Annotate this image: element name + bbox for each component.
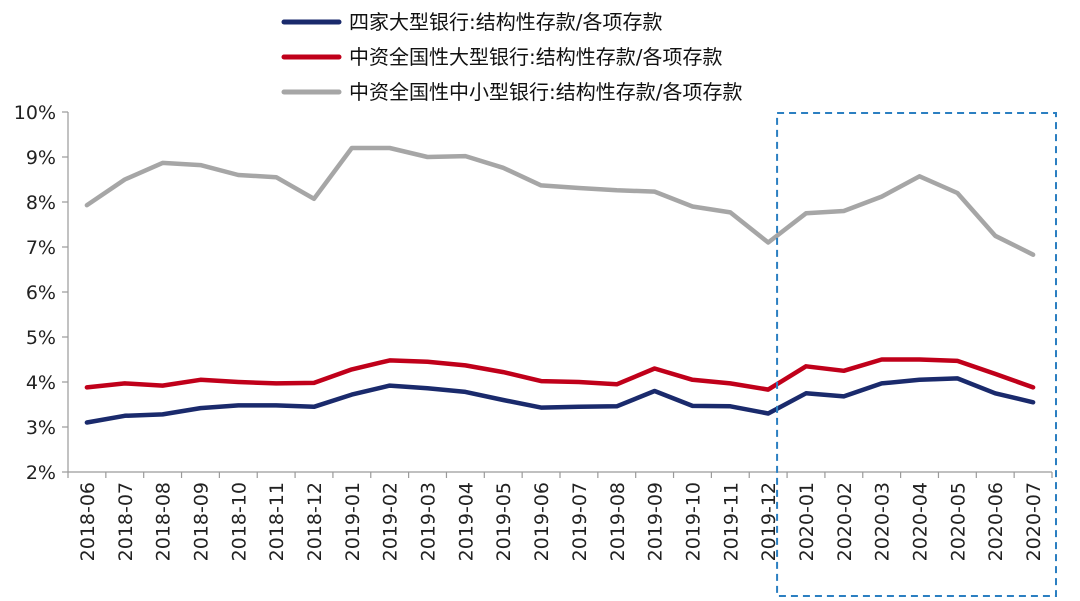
y-axis-ticks: 2% 3% 4% 5% 6% 7% 8% 9% 10% (14, 102, 68, 484)
x-tick-label: 2020-03 (872, 482, 894, 561)
x-tick-label: 2019-01 (342, 482, 364, 561)
axes (67, 112, 1052, 473)
legend-label: 中资全国性中小型银行:结构性存款/各项存款 (349, 80, 742, 104)
y-tick-label: 10% (14, 102, 56, 124)
legend-label: 中资全国性大型银行:结构性存款/各项存款 (349, 45, 722, 69)
x-tick-label: 2019-08 (607, 482, 629, 561)
x-tick-label: 2019-06 (531, 482, 553, 561)
x-tick-label: 2019-11 (720, 482, 742, 561)
y-tick-label: 3% (26, 417, 56, 439)
legend-label: 四家大型银行:结构性存款/各项存款 (349, 10, 662, 34)
x-tick-label: 2018-11 (266, 482, 288, 561)
x-tick-label: 2018-06 (77, 482, 99, 561)
x-tick-label: 2018-09 (190, 482, 212, 561)
x-tick-label: 2019-03 (418, 482, 440, 561)
y-tick-label: 4% (26, 372, 56, 394)
y-tick-label: 7% (26, 237, 56, 259)
x-tick-label: 2020-05 (947, 482, 969, 561)
series-line-2 (84, 357, 1036, 392)
x-tick-label: 2019-07 (569, 482, 591, 561)
series-line-1 (84, 376, 1036, 425)
series-line-3 (84, 145, 1036, 257)
x-axis-ticks: 2018-06 2018-07 2018-08 2018-09 2018-10 2018-… (67, 472, 1053, 561)
x-tick-label: 2019-10 (682, 482, 704, 561)
y-tick-label: 5% (26, 327, 56, 349)
legend: 四家大型银行:结构性存款/各项存款中资全国性大型银行:结构性存款/各项存款中资全… (281, 10, 742, 104)
x-tick-label: 2018-10 (228, 482, 250, 561)
x-tick-label: 2020-01 (796, 482, 818, 561)
x-tick-label: 2018-07 (115, 482, 137, 561)
x-tick-label: 2019-12 (758, 482, 780, 561)
x-tick-label: 2020-04 (910, 482, 932, 561)
x-tick-label: 2019-04 (455, 482, 477, 561)
y-tick-label: 8% (26, 192, 56, 214)
series-lines (84, 145, 1036, 425)
x-tick-label: 2019-02 (380, 482, 402, 561)
x-tick-label: 2018-08 (153, 482, 175, 561)
x-tick-label: 2019-05 (493, 482, 515, 561)
y-tick-label: 6% (26, 282, 56, 304)
x-tick-label: 2019-09 (645, 482, 667, 561)
x-tick-label: 2020-06 (985, 482, 1007, 561)
highlight-box (776, 112, 1057, 597)
y-tick-label: 9% (26, 147, 56, 169)
y-tick-label: 2% (26, 462, 56, 484)
x-tick-label: 2018-12 (304, 482, 326, 561)
x-tick-label: 2020-07 (1023, 482, 1045, 561)
x-tick-label: 2020-02 (834, 482, 856, 561)
